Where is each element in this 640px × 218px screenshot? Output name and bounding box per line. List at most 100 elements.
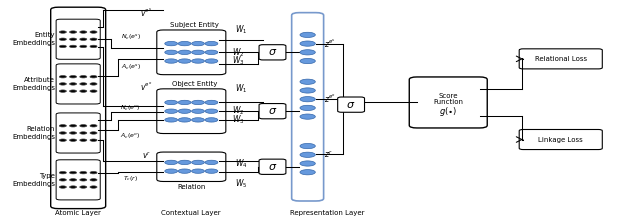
Circle shape [60,31,67,33]
Circle shape [164,118,177,122]
Circle shape [80,132,87,134]
Circle shape [80,38,87,41]
Circle shape [90,124,97,127]
Text: $A_c(e^o)$: $A_c(e^o)$ [120,132,141,141]
Circle shape [60,124,67,127]
Circle shape [70,83,77,85]
FancyBboxPatch shape [56,113,100,153]
Circle shape [205,160,218,165]
FancyBboxPatch shape [157,30,226,75]
Circle shape [300,143,316,149]
Circle shape [90,90,97,92]
Circle shape [164,109,177,113]
Text: $z^r$: $z^r$ [324,148,333,160]
Circle shape [191,109,204,113]
Circle shape [300,88,316,93]
Text: $W_3$: $W_3$ [232,114,245,126]
Circle shape [191,41,204,46]
Circle shape [70,139,77,141]
Circle shape [205,169,218,173]
Circle shape [205,109,218,113]
FancyBboxPatch shape [157,89,226,133]
Text: Relation
Embeddings: Relation Embeddings [12,126,55,140]
Circle shape [300,58,316,64]
Circle shape [90,38,97,41]
Circle shape [178,169,191,173]
Circle shape [70,31,77,33]
Circle shape [60,132,67,134]
Circle shape [164,160,177,165]
Circle shape [300,32,316,37]
Circle shape [205,100,218,105]
Text: $N_c(e^o)$: $N_c(e^o)$ [120,103,141,112]
Circle shape [164,100,177,105]
Circle shape [300,105,316,111]
Circle shape [205,59,218,63]
Text: Contextual Layer: Contextual Layer [161,210,221,216]
Circle shape [60,83,67,85]
Text: Relational Loss: Relational Loss [534,56,587,62]
Text: $v^r$: $v^r$ [142,149,151,161]
Circle shape [60,90,67,92]
Text: $g(\bullet)$: $g(\bullet)$ [439,105,458,118]
Circle shape [60,139,67,141]
Text: $W_5$: $W_5$ [235,178,248,190]
Circle shape [90,31,97,33]
Circle shape [300,114,316,119]
Text: Object Entity: Object Entity [172,81,217,87]
Circle shape [178,41,191,46]
FancyBboxPatch shape [519,49,602,69]
Text: $W_1$: $W_1$ [235,82,248,95]
Circle shape [164,169,177,173]
Circle shape [60,171,67,174]
Circle shape [164,50,177,54]
FancyBboxPatch shape [56,160,100,200]
Text: $A_c(e^s)$: $A_c(e^s)$ [120,63,141,72]
Text: Atomic Layer: Atomic Layer [55,210,101,216]
Circle shape [90,171,97,174]
Circle shape [178,100,191,105]
Circle shape [80,83,87,85]
Circle shape [70,76,77,78]
Circle shape [300,50,316,55]
Text: $z^{e^o}$: $z^{e^o}$ [324,93,336,105]
Circle shape [205,50,218,54]
Circle shape [80,90,87,92]
Text: $W_1$: $W_1$ [235,23,248,36]
Text: $\sigma$: $\sigma$ [268,106,277,116]
Text: Function: Function [433,99,463,106]
Text: Attribute
Embeddings: Attribute Embeddings [12,77,55,91]
Circle shape [80,31,87,33]
Circle shape [191,169,204,173]
Circle shape [300,170,316,175]
FancyBboxPatch shape [56,64,100,104]
Text: $W_4$: $W_4$ [235,158,248,170]
Text: $v^{e^o}$: $v^{e^o}$ [140,81,153,93]
Circle shape [90,76,97,78]
Circle shape [70,45,77,48]
Text: Relation: Relation [177,184,205,190]
Text: Entity
Embeddings: Entity Embeddings [12,32,55,46]
Circle shape [60,45,67,48]
Text: $T_c(r)$: $T_c(r)$ [123,174,138,183]
Circle shape [80,76,87,78]
FancyBboxPatch shape [409,77,487,128]
Text: $\sigma$: $\sigma$ [268,47,277,57]
Circle shape [80,171,87,174]
Circle shape [178,59,191,63]
Circle shape [80,179,87,181]
Circle shape [60,179,67,181]
Circle shape [60,38,67,41]
Text: $W_2$: $W_2$ [232,105,245,118]
FancyBboxPatch shape [259,159,286,174]
Circle shape [205,118,218,122]
FancyBboxPatch shape [338,97,365,112]
Circle shape [80,139,87,141]
Text: $z^{e^s}$: $z^{e^s}$ [324,37,335,50]
Circle shape [70,124,77,127]
Text: $\sigma$: $\sigma$ [268,162,277,172]
FancyBboxPatch shape [519,129,602,150]
Circle shape [300,97,316,102]
Circle shape [178,160,191,165]
Circle shape [80,124,87,127]
